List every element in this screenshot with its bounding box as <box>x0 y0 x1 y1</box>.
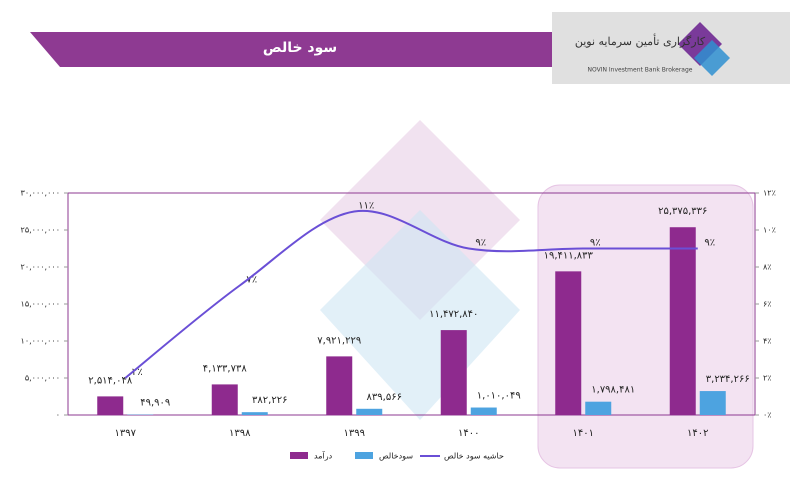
y-tick-label: ۲۰,۰۰۰,۰۰۰ <box>21 263 60 272</box>
y2-tick-label: ۱۲٪ <box>763 189 776 198</box>
legend-label: درآمد <box>314 451 333 461</box>
bar-value-label: ۱,۷۹۸,۴۸۱ <box>591 385 635 396</box>
bar <box>585 402 611 415</box>
bar-value-label: ۳,۲۳۴,۲۶۶ <box>706 374 750 385</box>
line-value-label: ۹٪ <box>475 238 486 249</box>
x-tick-label: ۱۴۰۲ <box>687 428 708 439</box>
x-tick-label: ۱۳۹۹ <box>344 428 365 439</box>
bar-value-label: ۱۱,۴۷۲,۸۴۰ <box>429 309 478 320</box>
bar-value-label: ۳۸۲,۲۲۶ <box>252 395 287 406</box>
x-tick-label: ۱۳۹۷ <box>115 428 137 439</box>
bar-value-label: ۲۵,۳۷۵,۳۳۶ <box>658 206 707 217</box>
bar <box>471 408 497 415</box>
bar <box>326 356 352 415</box>
chart-title: سود خالص <box>263 40 337 56</box>
legend-label: سودخالص <box>379 452 413 461</box>
x-tick-label: ۱۴۰۰ <box>458 428 479 439</box>
bar-value-label: ۴۹,۹۰۹ <box>140 398 170 409</box>
bar-value-label: ۴,۱۳۳,۷۳۸ <box>203 363 248 374</box>
y-tick-label: ۰ <box>56 411 60 420</box>
bar-value-label: ۱,۰۱۰,۰۴۹ <box>477 391 521 402</box>
logo-text: کارگزاری تأمین سرمایه نوین <box>575 34 706 48</box>
bar-value-label: ۸۳۹,۵۶۶ <box>367 392 402 403</box>
x-tick-label: ۱۴۰۱ <box>573 428 594 439</box>
bar <box>555 271 581 415</box>
bar <box>212 384 238 415</box>
y2-tick-label: ۴٪ <box>763 337 772 346</box>
bar-value-label: ۷,۹۲۱,۲۲۹ <box>317 335 361 346</box>
bar <box>242 412 268 415</box>
y-tick-label: ۱۰,۰۰۰,۰۰۰ <box>21 337 60 346</box>
bar <box>670 227 696 415</box>
y2-tick-label: ۱۰٪ <box>763 226 776 235</box>
bar <box>441 330 467 415</box>
y-tick-label: ۳۰,۰۰۰,۰۰۰ <box>21 189 60 198</box>
y-tick-label: ۵,۰۰۰,۰۰۰ <box>25 374 60 383</box>
line-value-label: ۹٪ <box>590 238 601 249</box>
y2-tick-label: ۶٪ <box>763 300 772 309</box>
x-tick-label: ۱۳۹۸ <box>229 428 251 439</box>
bar <box>700 391 726 415</box>
y-tick-label: ۱۵,۰۰۰,۰۰۰ <box>21 300 60 309</box>
bar <box>356 409 382 415</box>
bar <box>97 396 123 415</box>
legend-label: حاشیه سود خالص <box>444 452 504 461</box>
legend-swatch <box>355 452 373 459</box>
y-tick-label: ۲۵,۰۰۰,۰۰۰ <box>21 226 60 235</box>
bar-value-label: ۱۹,۴۱۱,۸۳۳ <box>544 250 594 261</box>
legend-swatch <box>290 452 308 459</box>
logo-subtext: NOVIN Investment Bank Brokerage <box>588 67 693 74</box>
line-value-label: ۱۱٪ <box>358 201 374 212</box>
y2-tick-label: ۲٪ <box>763 374 772 383</box>
line-value-label: ۹٪ <box>704 238 715 249</box>
y2-tick-label: ۸٪ <box>763 263 772 272</box>
y2-tick-label: ۰٪ <box>763 411 772 420</box>
